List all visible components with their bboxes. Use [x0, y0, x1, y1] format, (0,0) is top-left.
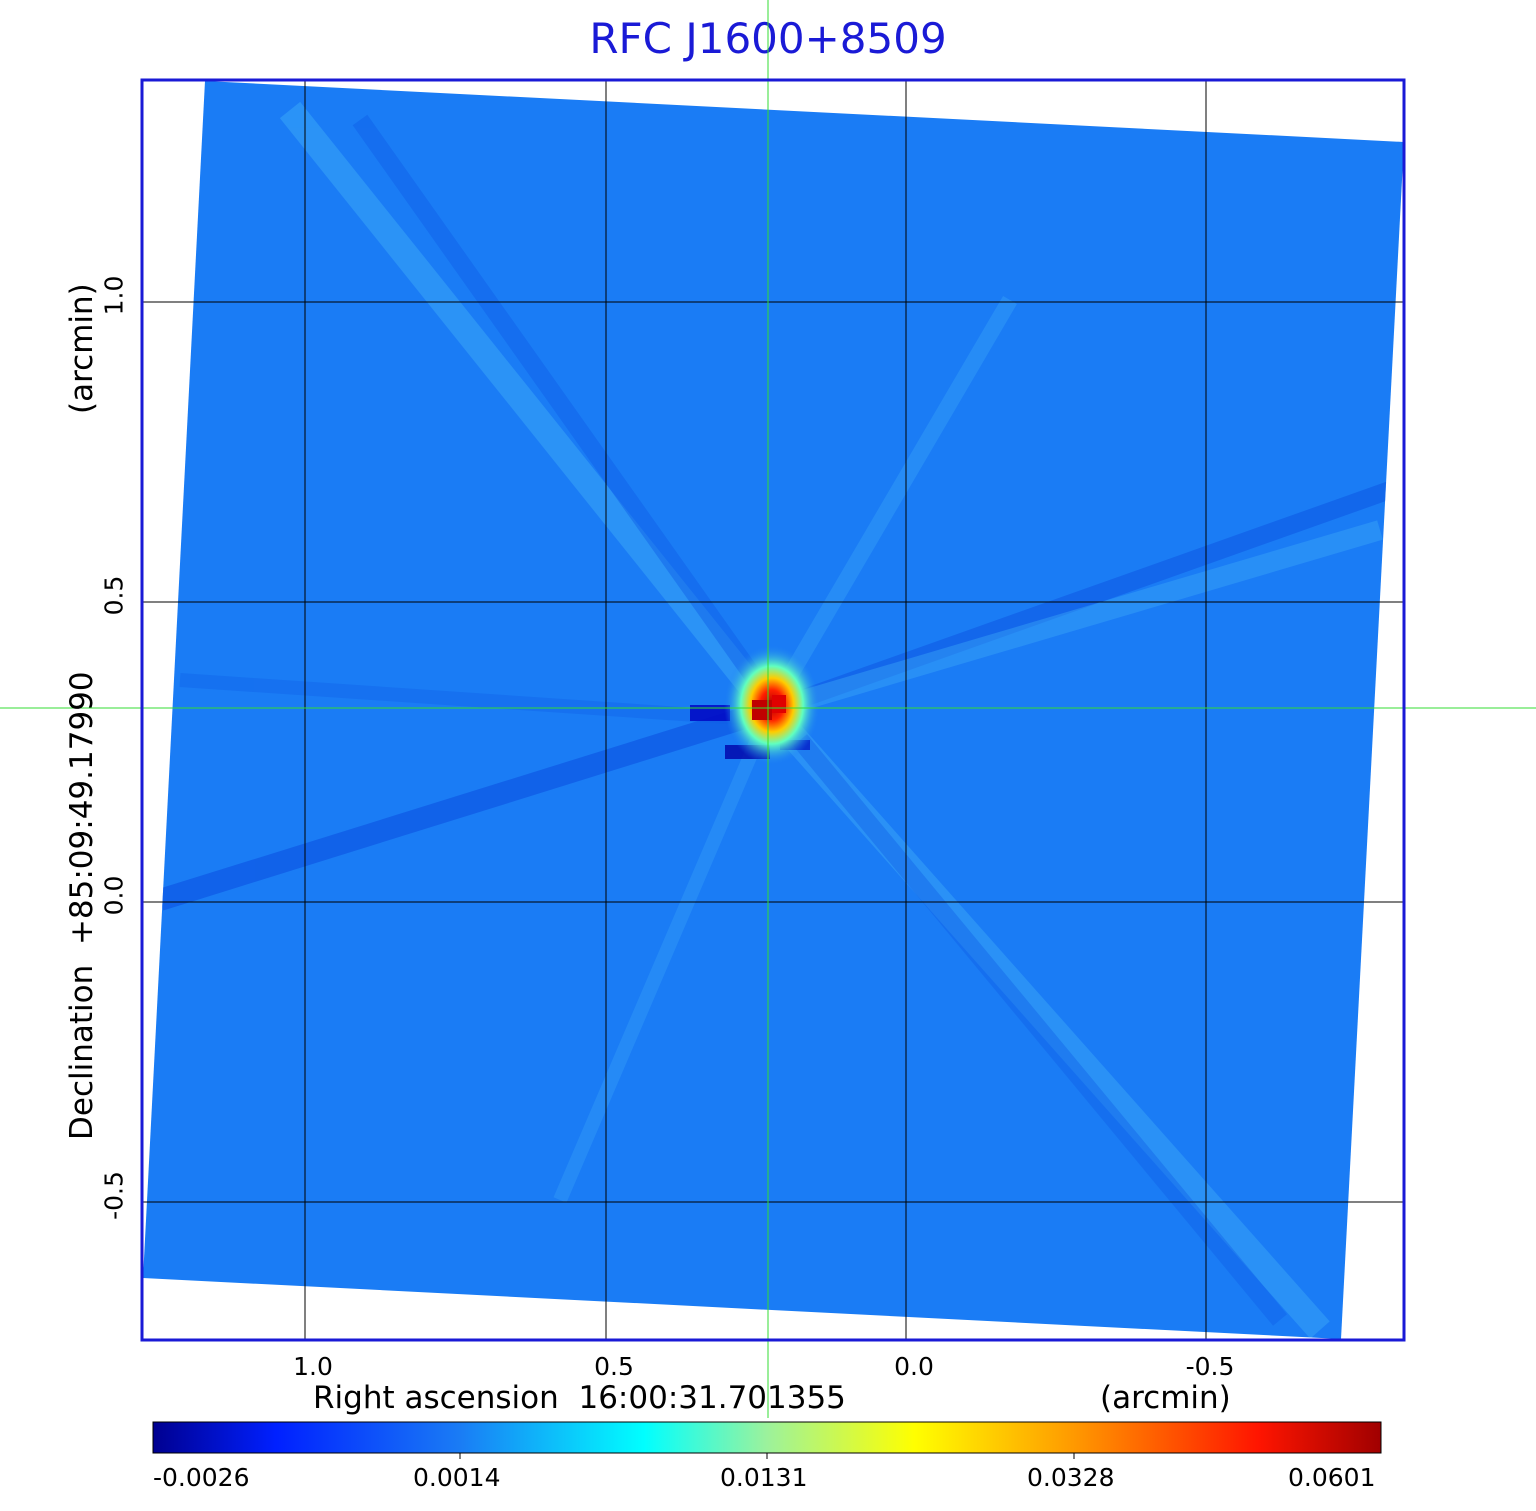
x-tick-label: 1.0 — [293, 1352, 333, 1381]
crosshair — [0, 0, 1536, 1418]
y-tick-label: 0.5 — [99, 575, 129, 616]
y-tick-label: 1.0 — [99, 275, 129, 316]
plot-frame — [140, 78, 1406, 1342]
colorbar-tick-label: 0.0601 — [1288, 1463, 1376, 1492]
x-tick-label: 0.5 — [594, 1352, 634, 1381]
y-tick-label: 0.0 — [99, 875, 129, 916]
x-axis-unit: (arcmin) — [1100, 1380, 1231, 1416]
y-axis-unit: (arcmin) — [64, 283, 100, 414]
colorbar-tick-label: 0.0131 — [720, 1463, 808, 1492]
colorbar-tick-label: -0.0026 — [153, 1463, 250, 1492]
y-axis-label: Declination +85:09:49.17990 — [64, 671, 100, 1140]
colorbar-tick-label: 0.0328 — [1027, 1463, 1115, 1492]
x-axis-label: Right ascension 16:00:31.701355 — [313, 1380, 846, 1416]
x-tick-label: 0.0 — [894, 1352, 934, 1381]
colorbar — [152, 1421, 1382, 1454]
coordinate-grid — [142, 80, 1404, 1340]
x-tick-label: -0.5 — [1185, 1352, 1235, 1381]
y-tick-label: -0.5 — [99, 1171, 129, 1220]
colorbar-tick-label: 0.0014 — [413, 1463, 501, 1492]
map-features — [156, 101, 1394, 1339]
